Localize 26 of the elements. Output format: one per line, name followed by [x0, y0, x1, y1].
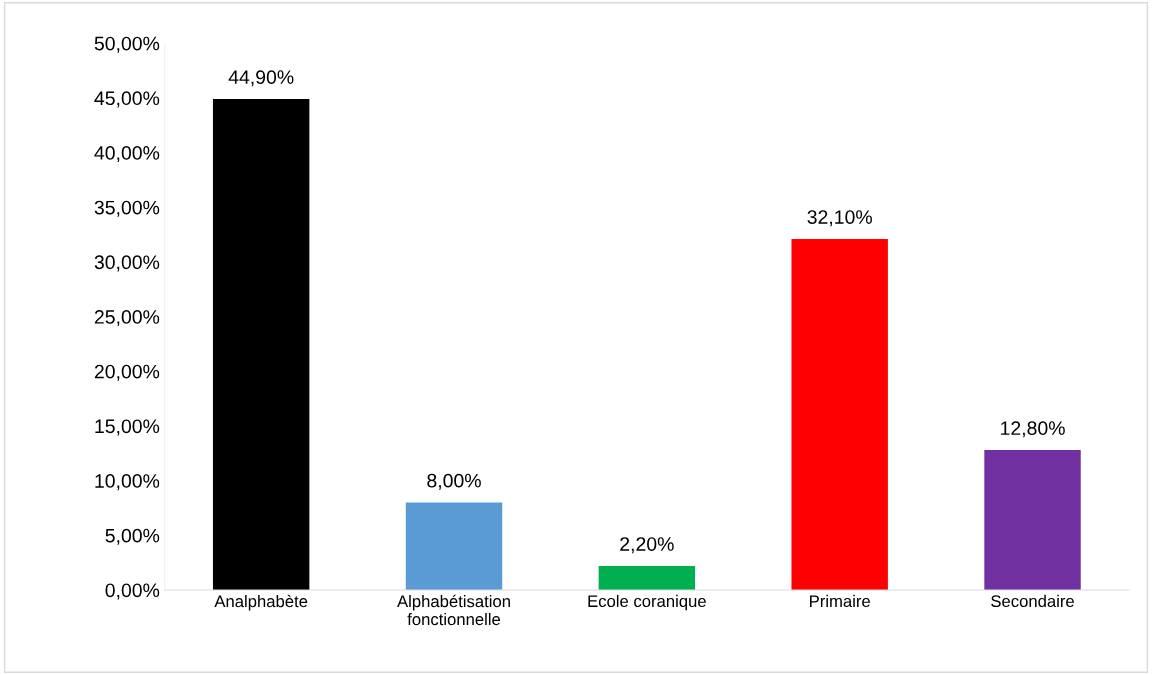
y-tick-label: 0,00%	[105, 583, 160, 600]
bar	[598, 565, 696, 590]
y-tick-label: 5,00%	[105, 528, 160, 545]
y-tick-label: 50,00%	[94, 36, 160, 53]
y-tick-label: 30,00%	[94, 255, 160, 272]
y-tick-label: 35,00%	[94, 200, 160, 217]
x-tick-label: Primaire	[810, 594, 870, 608]
x-tick-label: Analphabète	[214, 594, 308, 611]
data-label: 2,20%	[620, 537, 674, 554]
x-tick-label: Secondaire	[991, 594, 1074, 608]
bar	[212, 98, 310, 590]
y-tick-label: 25,00%	[94, 310, 160, 327]
data-label: 12,80%	[1001, 421, 1065, 438]
data-label: 32,10%	[807, 210, 872, 227]
bar	[405, 502, 503, 590]
bar	[984, 449, 1081, 590]
y-tick-label: 40,00%	[94, 146, 160, 163]
y-tick-label: 45,00%	[94, 91, 160, 108]
data-label: 8,00%	[427, 473, 481, 490]
x-tick-label: Ecole coranique	[588, 594, 706, 611]
x-tick-label: Alphabétisation fonctionnelle	[397, 594, 510, 626]
data-label: 44,90%	[228, 70, 294, 87]
bar	[791, 238, 888, 590]
y-tick-label: 10,00%	[95, 474, 160, 491]
y-tick-label: 15,00%	[95, 419, 160, 436]
y-tick-label: 20,00%	[94, 364, 160, 381]
